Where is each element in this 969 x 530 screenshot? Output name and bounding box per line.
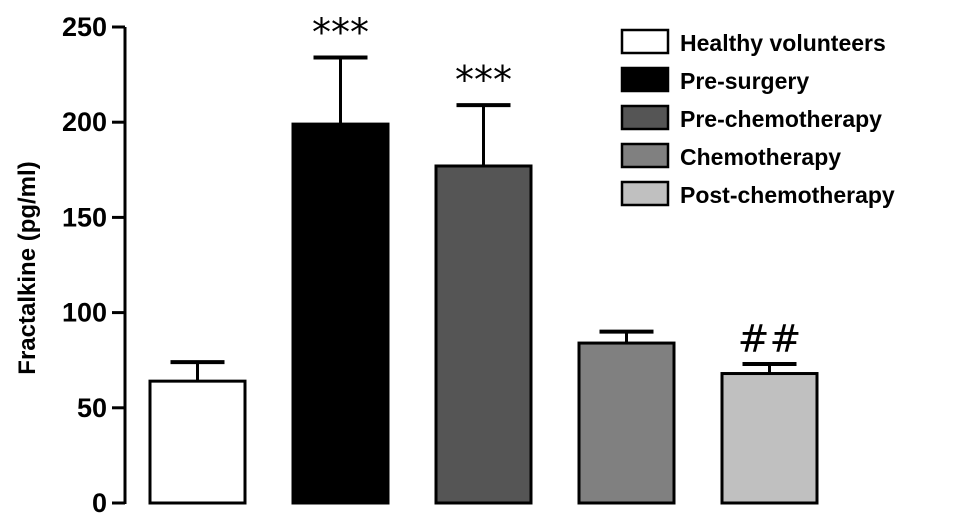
bars: *** *** ##	[148, 10, 819, 505]
legend-swatch	[620, 28, 670, 55]
y-tick-label: 0	[92, 488, 107, 518]
bar	[434, 164, 533, 505]
y-tick-label: 100	[62, 298, 107, 328]
bar	[577, 341, 676, 505]
y-axis-label: Fractalkine (pg/ml)	[14, 161, 41, 374]
significance-marker: ***	[455, 58, 512, 102]
y-tick-label: 50	[77, 393, 107, 423]
legend-label: Pre-surgery	[680, 68, 809, 94]
significance-marker: ##	[738, 317, 802, 361]
legend-label: Pre-chemotherapy	[680, 106, 882, 132]
significance-marker: ***	[312, 10, 369, 54]
legend-label: Post-chemotherapy	[680, 182, 895, 208]
y-tick-label: 200	[62, 107, 107, 137]
legend-swatch	[620, 142, 670, 169]
legend: Healthy volunteers Pre-surgery Pre-chemoth…	[620, 28, 895, 208]
legend-label: Chemotherapy	[680, 144, 841, 170]
y-tick-label: 250	[62, 12, 107, 42]
legend-swatch	[620, 66, 670, 93]
legend-label: Healthy volunteers	[680, 30, 886, 56]
bar	[720, 372, 819, 505]
legend-swatch	[620, 104, 670, 131]
y-axis: 0 50 100 150 200 250	[62, 12, 127, 518]
bar	[291, 122, 390, 505]
legend-swatch	[620, 180, 670, 207]
y-tick-label: 150	[62, 202, 107, 232]
bar	[148, 379, 247, 505]
